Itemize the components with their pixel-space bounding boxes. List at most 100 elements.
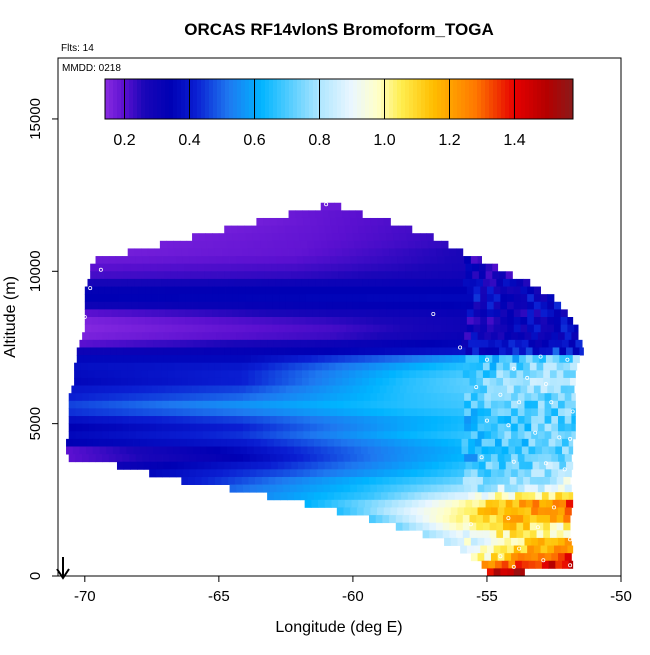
- data-cell: [478, 347, 487, 356]
- data-cell: [350, 454, 358, 463]
- data-cell: [287, 240, 295, 249]
- data-cell: [377, 393, 385, 402]
- data-cell: [283, 454, 291, 463]
- data-cell: [201, 278, 209, 287]
- data-cell: [184, 355, 192, 364]
- data-cell: [496, 370, 504, 379]
- data-cell: [242, 484, 251, 493]
- data-cell: [405, 499, 413, 508]
- data-cell: [116, 347, 125, 356]
- data-cell: [511, 400, 519, 409]
- colorbar-segment: [309, 79, 314, 119]
- data-cell: [438, 271, 446, 280]
- data-cell: [362, 248, 370, 257]
- data-cell: [393, 385, 401, 394]
- data-cell: [364, 225, 373, 234]
- data-cell: [484, 507, 492, 516]
- data-cell: [299, 294, 307, 303]
- data-cell: [454, 446, 462, 455]
- data-cell: [503, 530, 511, 539]
- data-cell: [107, 377, 115, 386]
- data-cell: [413, 385, 421, 394]
- data-cell: [271, 347, 279, 356]
- data-cell: [532, 347, 540, 356]
- data-cell: [450, 423, 458, 432]
- data-cell: [461, 492, 469, 501]
- data-cell: [331, 499, 339, 508]
- data-cell: [358, 271, 366, 280]
- data-cell: [296, 400, 304, 409]
- data-cell: [135, 400, 143, 409]
- data-cell: [355, 248, 363, 257]
- data-cell: [504, 423, 512, 432]
- data-cell: [162, 454, 170, 463]
- data-cell: [370, 332, 378, 341]
- data-cell: [570, 370, 576, 379]
- data-cell: [517, 408, 525, 417]
- data-cell: [169, 431, 177, 440]
- data-cell: [127, 248, 135, 257]
- data-cell: [75, 454, 83, 463]
- data-cell: [271, 271, 279, 280]
- data-cell: [158, 324, 166, 333]
- data-cell: [108, 454, 117, 463]
- data-cell: [259, 317, 267, 326]
- data-cell: [261, 370, 269, 379]
- data-cell: [272, 233, 280, 242]
- data-cell: [100, 377, 108, 386]
- data-cell: [263, 332, 271, 341]
- data-cell: [189, 416, 197, 425]
- data-cell: [142, 400, 150, 409]
- data-cell: [150, 355, 158, 364]
- data-cell: [474, 339, 482, 348]
- data-cell: [426, 294, 434, 303]
- data-cell: [238, 324, 247, 333]
- data-cell: [178, 294, 186, 303]
- data-cell: [450, 537, 458, 546]
- data-cell: [356, 423, 365, 432]
- data-cell: [533, 385, 541, 394]
- data-cell: [497, 423, 505, 432]
- data-cell: [417, 484, 425, 493]
- data-cell: [555, 339, 563, 348]
- data-cell: [437, 454, 445, 463]
- data-cell: [430, 454, 438, 463]
- data-cell: [232, 294, 240, 303]
- data-cell: [241, 362, 249, 371]
- data-cell: [378, 271, 386, 280]
- data-cell: [68, 416, 76, 425]
- colorbar-segment: [497, 79, 502, 119]
- data-cell: [260, 339, 268, 348]
- data-cell: [264, 355, 272, 364]
- data-cell: [440, 317, 448, 326]
- arrow-marker: [56, 557, 70, 580]
- data-cell: [94, 377, 102, 386]
- data-cell: [163, 263, 171, 272]
- data-cell: [513, 317, 521, 326]
- data-cell: [556, 522, 564, 531]
- data-cell: [162, 431, 170, 440]
- x-tick-label: -65: [208, 588, 230, 605]
- data-cell: [269, 431, 277, 440]
- data-cell: [552, 355, 560, 364]
- data-cell: [419, 286, 428, 295]
- data-cell: [430, 416, 438, 425]
- colorbar-segment: [517, 79, 522, 119]
- data-cell: [470, 423, 478, 432]
- data-cell: [149, 454, 157, 463]
- data-cell: [229, 256, 237, 265]
- data-cell: [504, 431, 512, 440]
- data-cell: [497, 507, 505, 516]
- colorbar-segment: [229, 79, 234, 119]
- data-cell: [139, 446, 147, 455]
- colorbar-segment: [225, 79, 230, 119]
- data-cell: [295, 476, 303, 485]
- data-cell: [544, 393, 552, 402]
- colorbar-segment: [381, 79, 386, 119]
- data-cell: [84, 385, 92, 394]
- data-cell: [419, 317, 428, 326]
- data-cell: [135, 332, 143, 341]
- data-cell: [99, 339, 107, 348]
- data-cell: [356, 393, 365, 402]
- data-cell: [397, 454, 405, 463]
